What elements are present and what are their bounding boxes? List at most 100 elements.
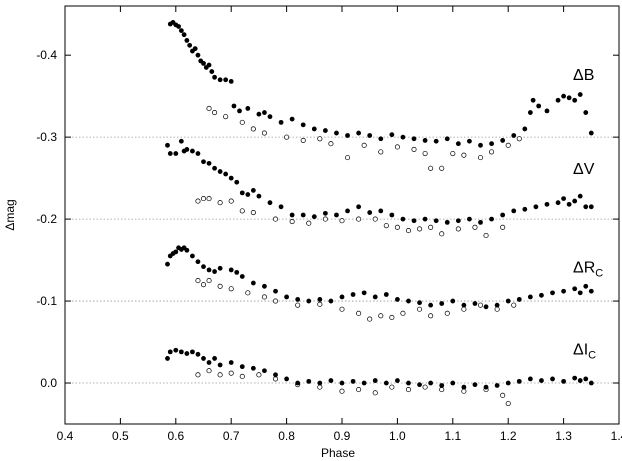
data-point-open bbox=[411, 146, 417, 152]
data-point-filled bbox=[536, 103, 542, 109]
data-point-filled bbox=[422, 138, 428, 143]
data-point-filled bbox=[577, 92, 583, 97]
open-markers bbox=[195, 105, 522, 407]
data-point-filled bbox=[411, 136, 417, 142]
data-point-filled bbox=[184, 247, 190, 253]
data-point-filled bbox=[187, 42, 193, 48]
data-point-filled bbox=[339, 380, 345, 386]
data-point-filled bbox=[417, 382, 422, 388]
data-point-filled bbox=[588, 288, 594, 294]
data-point-filled bbox=[500, 138, 506, 143]
series-label: ΔV bbox=[573, 161, 595, 178]
data-point-filled bbox=[334, 130, 339, 136]
data-point-filled bbox=[278, 204, 284, 210]
data-point-filled bbox=[505, 298, 511, 304]
data-point-filled bbox=[530, 97, 536, 103]
data-point-filled bbox=[561, 93, 566, 99]
data-point-filled bbox=[383, 380, 389, 386]
data-point-filled bbox=[544, 108, 550, 114]
data-point-open bbox=[428, 165, 434, 171]
data-point-filled bbox=[489, 141, 494, 147]
data-point-open bbox=[339, 306, 345, 312]
data-point-open bbox=[389, 314, 395, 321]
data-point-filled bbox=[184, 147, 190, 152]
data-point-filled bbox=[566, 201, 572, 207]
data-point-open bbox=[200, 282, 207, 288]
data-point-filled bbox=[588, 380, 594, 386]
data-point-filled bbox=[250, 365, 256, 371]
data-point-filled bbox=[167, 349, 173, 355]
data-point-filled bbox=[350, 292, 356, 297]
data-point-filled bbox=[561, 196, 566, 202]
data-point-filled bbox=[583, 110, 589, 115]
data-point-filled bbox=[561, 378, 566, 384]
data-point-open bbox=[422, 150, 428, 157]
series-label: ΔRC bbox=[573, 259, 603, 279]
data-point-open bbox=[317, 136, 323, 142]
data-point-open bbox=[212, 109, 218, 116]
data-point-filled bbox=[173, 151, 179, 156]
data-point-open bbox=[461, 388, 467, 394]
y-tick-label: 0.0 bbox=[40, 376, 57, 390]
data-point-filled bbox=[195, 259, 201, 265]
data-point-filled bbox=[223, 77, 229, 83]
data-point-filled bbox=[209, 69, 215, 74]
data-point-open bbox=[428, 224, 434, 230]
data-point-filled bbox=[306, 378, 312, 384]
data-point-open bbox=[417, 226, 423, 232]
data-point-filled bbox=[289, 116, 295, 122]
data-point-filled bbox=[478, 219, 483, 225]
data-point-filled bbox=[572, 97, 578, 103]
data-point-filled bbox=[212, 74, 217, 80]
data-point-open bbox=[455, 226, 461, 232]
data-point-filled bbox=[577, 378, 583, 383]
data-point-open bbox=[428, 313, 434, 319]
data-point-filled bbox=[378, 208, 384, 214]
data-point-open bbox=[450, 150, 456, 157]
data-point-filled bbox=[278, 119, 284, 125]
data-point-filled bbox=[389, 132, 395, 138]
data-point-filled bbox=[588, 204, 594, 210]
data-point-filled bbox=[389, 212, 395, 218]
data-point-filled bbox=[566, 95, 572, 101]
data-point-filled bbox=[217, 169, 223, 174]
data-point-filled bbox=[234, 179, 240, 185]
data-point-filled bbox=[262, 283, 267, 289]
data-point-filled bbox=[383, 292, 389, 297]
data-point-filled bbox=[361, 290, 367, 296]
data-point-filled bbox=[411, 218, 417, 224]
data-point-filled bbox=[284, 294, 289, 300]
y-tick-label: -0.2 bbox=[36, 212, 57, 226]
data-point-filled bbox=[577, 193, 583, 199]
y-tick-label: -0.4 bbox=[36, 48, 57, 62]
x-axis-tick-labels: 0.4 0.5 0.6 0.7 0.8 0.9 1.0 1.1 1.2 1.3 1.4 bbox=[57, 429, 622, 443]
x-tick-label: 1.1 bbox=[444, 429, 461, 443]
data-point-open bbox=[422, 384, 428, 390]
data-point-open bbox=[372, 216, 378, 222]
data-point-open bbox=[394, 224, 400, 230]
data-point-filled bbox=[345, 133, 350, 138]
data-point-open bbox=[328, 141, 334, 147]
data-point-filled bbox=[395, 297, 400, 302]
data-point-filled bbox=[555, 200, 561, 206]
filled-markers bbox=[165, 19, 594, 390]
data-point-filled bbox=[422, 216, 428, 222]
data-point-open bbox=[289, 219, 295, 225]
y-axis-label: Δmag bbox=[3, 199, 17, 230]
data-point-filled bbox=[284, 376, 289, 382]
data-point-filled bbox=[201, 356, 206, 361]
data-point-filled bbox=[483, 384, 489, 390]
y-tick-label: -0.1 bbox=[36, 294, 57, 308]
data-point-filled bbox=[201, 264, 206, 270]
data-point-filled bbox=[212, 269, 217, 274]
data-point-filled bbox=[533, 204, 539, 210]
data-point-filled bbox=[190, 349, 195, 355]
data-point-filled bbox=[527, 376, 533, 382]
data-point-open bbox=[206, 368, 212, 374]
data-point-filled bbox=[450, 380, 456, 386]
data-point-open bbox=[317, 384, 323, 390]
data-point-filled bbox=[461, 302, 467, 308]
data-point-filled bbox=[239, 274, 245, 279]
data-point-filled bbox=[555, 97, 561, 103]
data-point-filled bbox=[472, 382, 478, 388]
